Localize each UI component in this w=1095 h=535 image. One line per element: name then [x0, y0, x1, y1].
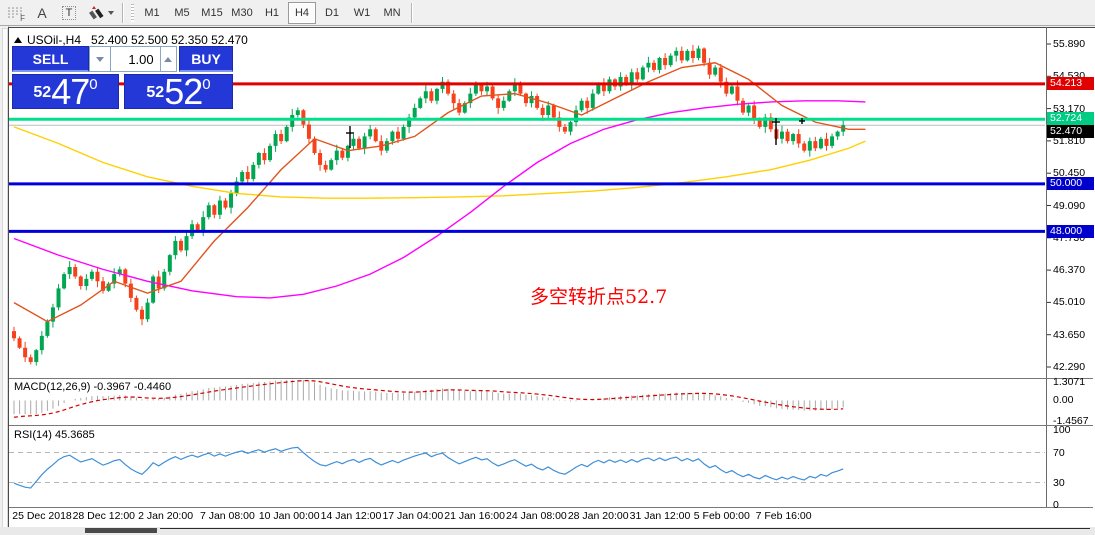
time-label: 14 Jan 12:00	[320, 510, 382, 522]
price-tick: 55.890	[1053, 38, 1086, 50]
time-label: 10 Jan 00:00	[258, 510, 320, 522]
timeframe-h4[interactable]: H4	[288, 1, 316, 24]
colors-tool-icon[interactable]	[84, 3, 118, 23]
price-tick: 53.170	[1053, 102, 1086, 115]
grid-dots-icon	[8, 6, 22, 18]
price-tick: 50.450	[1053, 167, 1086, 180]
caret-down-icon	[107, 10, 114, 15]
sell-price-display[interactable]: 52 47 0	[12, 71, 120, 112]
time-axis-separator	[9, 507, 1093, 508]
timeframe-toolbar: M1 M5 M15 M30 H1 H4 D1 W1 MN	[137, 1, 407, 24]
macd-name: MACD(12,26,9)	[14, 381, 91, 393]
buy-price-big: 52	[164, 71, 203, 112]
price-tag-54.213: 54.213	[1047, 77, 1094, 91]
timeframe-m5[interactable]: M5	[174, 6, 190, 19]
time-label: 25 Dec 2018	[12, 510, 72, 522]
grid-f-letter: F	[20, 13, 25, 23]
rsi-name: RSI(14)	[14, 429, 52, 441]
scrollbar-track-line	[160, 528, 1090, 529]
price-tag-52.724: 52.724	[1047, 111, 1094, 125]
sell-button[interactable]: SELL	[12, 46, 90, 72]
scrollbar-thumb[interactable]	[85, 528, 157, 533]
horizontal-scrollbar	[0, 527, 1095, 535]
macd-panel-splitter[interactable]	[9, 378, 1093, 379]
one-click-trade-panel: SELL 1.00 BUY 52 47 0 52 52 0	[12, 46, 234, 112]
time-label: 24 Jan 08:00	[506, 510, 567, 522]
price-tick: 42.290	[1053, 361, 1086, 373]
text-tool-icon[interactable]: T	[57, 3, 81, 23]
rsi-axis-label: 100	[1053, 424, 1071, 436]
cursor-a-icon[interactable]: A	[30, 3, 54, 23]
price-tag-50.000: 50.000	[1047, 177, 1094, 191]
price-tag-52.470: 52.470	[1047, 124, 1094, 138]
price-axis-separator	[1046, 27, 1047, 507]
timeframe-m1[interactable]: M1	[144, 6, 160, 19]
buy-price-display[interactable]: 52 52 0	[124, 71, 233, 112]
toolbar-separator	[122, 2, 124, 23]
toolbar-separator-2	[411, 2, 413, 23]
macd-axis-label: -1.4567	[1053, 415, 1089, 427]
time-label: 7 Jan 08:00	[199, 510, 255, 522]
letter-t-boxed: T	[61, 5, 77, 20]
timeframe-m15[interactable]: M15	[201, 6, 223, 19]
timeframe-d1[interactable]: D1	[324, 6, 340, 19]
time-label: 5 Feb 00:00	[693, 510, 750, 522]
toolbar-drag-handle[interactable]	[131, 3, 134, 22]
sell-price-sup: 0	[89, 76, 98, 93]
timeframe-w1[interactable]: W1	[353, 6, 371, 19]
sell-price-prefix: 52	[33, 84, 52, 101]
grid-f-icon[interactable]: F	[3, 3, 27, 23]
buy-button-label: BUY	[191, 50, 221, 67]
sell-button-label: SELL	[32, 50, 69, 67]
spinner-up-icon	[164, 56, 173, 62]
spinner-down-icon	[96, 56, 105, 62]
crayons-icon	[88, 6, 104, 20]
rsi-indicator-label: RSI(14) 45.3685	[14, 429, 95, 441]
timeframe-mn[interactable]: MN	[383, 6, 401, 19]
price-tick: 43.650	[1053, 328, 1086, 341]
time-label: 28 Jan 20:00	[567, 510, 629, 522]
macd-indicator-label: MACD(12,26,9) -0.3967 -0.4460	[14, 381, 171, 393]
price-tick: 46.370	[1053, 264, 1086, 277]
main-toolbar: F A T M1 M5 M15 M30 H1 H4 D1 W1 MN	[0, 0, 1095, 26]
timeframe-h1[interactable]: H1	[264, 6, 280, 19]
rsi-axis-label: 30	[1053, 476, 1065, 489]
price-tick: 49.090	[1053, 199, 1086, 212]
macd-axis-label: 0.00	[1053, 394, 1074, 407]
time-label: 31 Jan 12:00	[629, 510, 691, 522]
price-tag-48.000: 48.000	[1047, 224, 1094, 238]
buy-price-sup: 0	[202, 76, 211, 93]
rsi-axis-label: 70	[1053, 446, 1065, 459]
rsi-axis-label: 0	[1053, 499, 1059, 511]
macd-values: -0.3967 -0.4460	[93, 381, 172, 393]
symbol-timeframe: USOil-,H4	[27, 33, 82, 47]
volume-input[interactable]: 1.00	[111, 46, 160, 72]
price-tick: 45.010	[1053, 296, 1086, 309]
chart-annotation-text: 多空转折点52.7	[530, 286, 668, 308]
rsi-value: 45.3685	[54, 429, 95, 441]
volume-decrease-button[interactable]	[89, 46, 112, 72]
chart-title: USOil-,H4 52.400 52.500 52.350 52.470	[14, 33, 248, 47]
time-axis: 25 Dec 2018 28 Dec 12:00 2 Jan 20:00 7 Jan …	[9, 508, 1046, 526]
time-label: 2 Jan 20:00	[138, 510, 194, 522]
volume-increase-button[interactable]	[159, 46, 178, 72]
time-label: 7 Feb 16:00	[755, 510, 812, 522]
macd-axis-label: 1.3071	[1053, 376, 1086, 388]
ohlc-readout: 52.400 52.500 52.350 52.470	[91, 33, 248, 47]
collapse-triangle-icon[interactable]	[14, 37, 22, 43]
rsi-panel-splitter[interactable]	[9, 425, 1093, 426]
time-label: 28 Dec 12:00	[72, 510, 136, 522]
time-label: 17 Jan 04:00	[382, 510, 444, 522]
sell-price-big: 47	[51, 71, 90, 112]
letter-a: A	[37, 4, 47, 21]
timeframe-m30[interactable]: M30	[231, 6, 253, 19]
time-label: 21 Jan 16:00	[444, 510, 505, 522]
buy-price-prefix: 52	[146, 84, 165, 101]
buy-button[interactable]: BUY	[179, 46, 234, 72]
price-tick: 51.810	[1053, 134, 1086, 147]
